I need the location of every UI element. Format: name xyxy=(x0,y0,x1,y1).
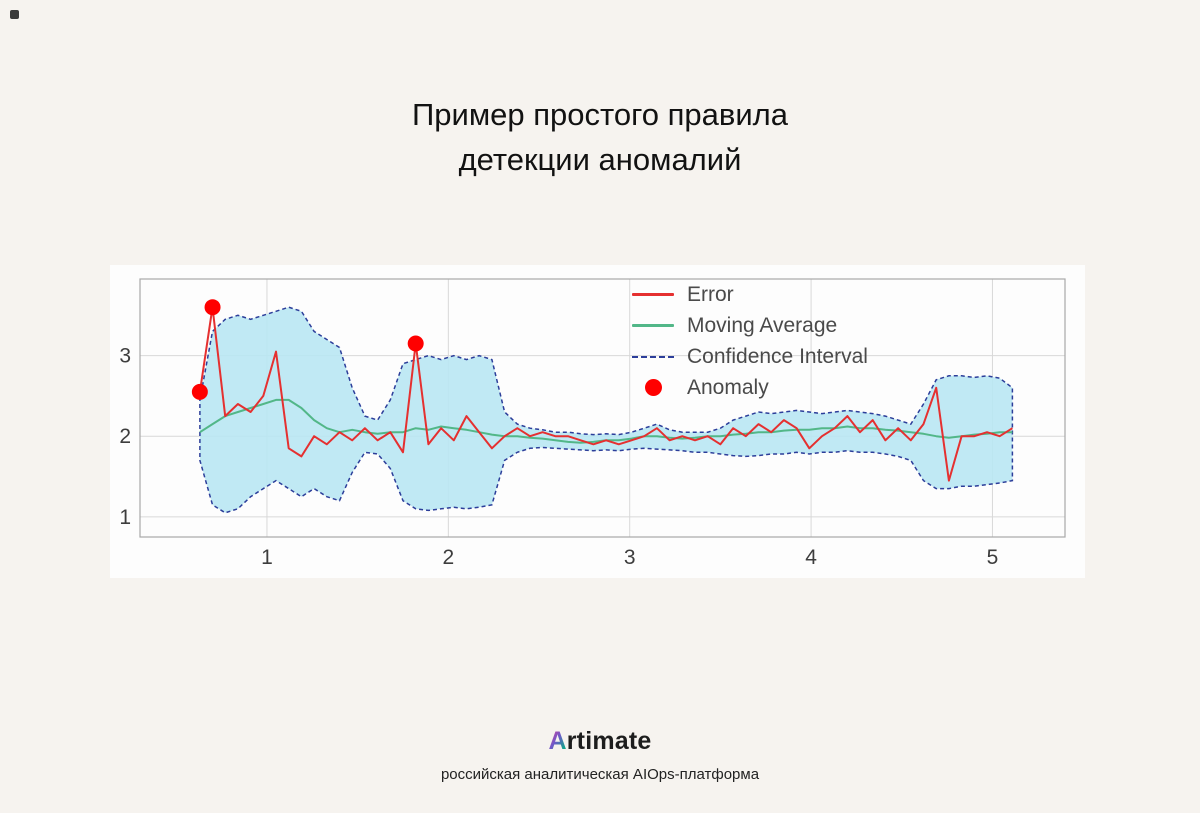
legend-swatch-dashed xyxy=(632,355,674,358)
footer: Artimate российская аналитическая AIOps-… xyxy=(0,727,1200,783)
y-tick-label: 2 xyxy=(119,425,131,448)
chart-legend: Error Moving Average Confidence Interval An… xyxy=(632,279,868,403)
legend-label: Error xyxy=(687,282,734,306)
anomaly-detection-chart: 1 2 3 4 5 1 2 3 Error Moving Average Confidence I… xyxy=(110,265,1085,578)
x-tick-label: 2 xyxy=(442,546,454,569)
legend-swatch-line xyxy=(632,293,674,296)
legend-item-moving-average: Moving Average xyxy=(632,310,868,341)
artimate-logo: Artimate xyxy=(0,727,1200,756)
error-line xyxy=(198,306,1013,482)
legend-item-error: Error xyxy=(632,279,868,310)
logo-text: rtimate xyxy=(566,727,652,755)
page-title-line2: детекции аномалий xyxy=(458,142,742,177)
anomaly-dot-icon xyxy=(644,379,662,396)
legend-label: Moving Average xyxy=(687,313,838,337)
x-tick-label: 4 xyxy=(805,546,817,569)
chart-canvas: 1 2 3 4 5 1 2 3 xyxy=(119,278,1066,569)
page-title: Пример простого правила детекции аномали… xyxy=(0,92,1200,182)
y-tick-label: 1 xyxy=(119,506,131,529)
plot-frame xyxy=(139,278,1066,538)
anomaly-point xyxy=(204,299,221,316)
page-title-line1: Пример простого правила xyxy=(412,97,788,132)
x-tick-label: 5 xyxy=(987,546,999,569)
legend-label: Anomaly xyxy=(687,375,769,399)
legend-swatch-dot xyxy=(632,379,674,397)
legend-item-confidence-interval: Confidence Interval xyxy=(632,341,868,372)
anomaly-point xyxy=(407,335,424,352)
anomaly-point xyxy=(191,383,208,400)
legend-item-anomaly: Anomaly xyxy=(632,372,868,403)
footer-tagline: российская аналитическая AIOps-платформа xyxy=(440,766,760,783)
confidence-band xyxy=(199,307,1013,513)
x-tick-label: 3 xyxy=(624,546,636,569)
y-tick-label: 3 xyxy=(119,345,131,368)
logo-letter-a: A xyxy=(548,727,567,755)
x-tick-label: 1 xyxy=(261,546,273,569)
legend-swatch-line xyxy=(632,324,674,327)
corner-artifact xyxy=(10,10,19,19)
legend-label: Confidence Interval xyxy=(687,344,868,368)
confidence-band-edge xyxy=(199,306,1014,514)
